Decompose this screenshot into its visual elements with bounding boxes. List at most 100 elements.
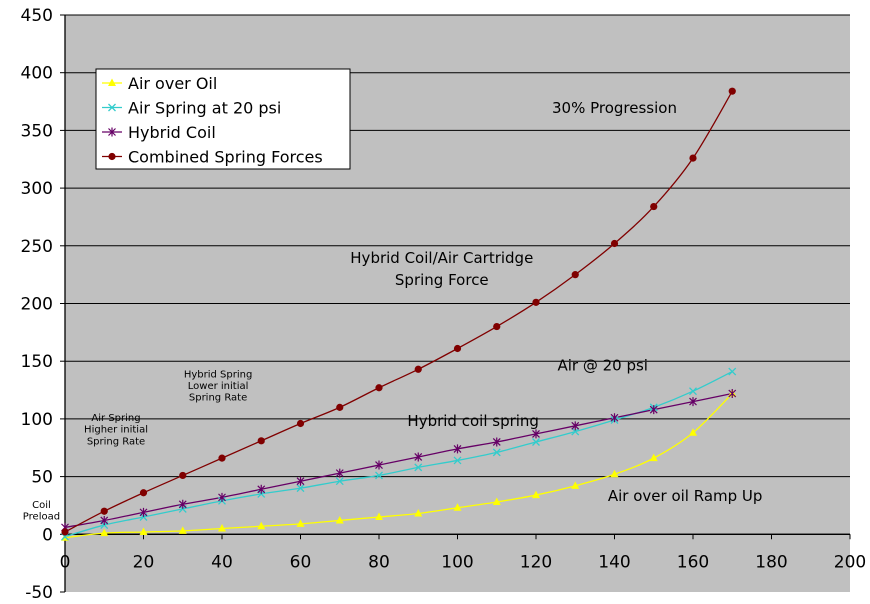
legend-item-air-spring-at-20-psi: Air Spring at 20 psi [102,99,281,118]
annotation-hybrid-coil-spring: Hybrid coil spring [407,412,539,430]
legend-label: Hybrid Coil [128,123,216,142]
x-tick-label: 160 [677,552,709,572]
data-point-hybrid-coil [610,413,619,423]
data-point-air-over-oil [139,527,148,535]
data-point-air-spring-at-20-psi [571,427,580,436]
data-point-combined-spring-forces [139,489,148,497]
annotation-progression: 30% Progression [552,99,677,117]
data-point-combined-spring-forces [571,271,579,279]
x-tick-label: 100 [441,552,473,572]
y-tick-label: -50 [25,583,53,603]
legend-box [95,68,351,170]
data-point-combined-spring-forces [414,365,422,373]
data-point-hybrid-coil [218,492,226,502]
data-point-hybrid-coil [689,397,697,407]
data-point-hybrid-coil [649,405,658,415]
data-point-combined-spring-forces [728,87,736,95]
data-point-air-spring-at-20-psi [375,471,383,480]
data-point-hybrid-coil [139,507,148,517]
legend-marker [108,103,116,112]
data-point-air-over-oil [610,469,619,478]
annotation-air-higher-3: Spring Rate [87,436,145,447]
data-point-air-spring-at-20-psi [414,463,423,472]
data-point-hybrid-coil [414,452,423,462]
x-tick-label: 200 [834,552,866,572]
data-point-air-over-oil [100,528,109,537]
data-point-combined-spring-forces [610,239,619,248]
annotations: 30% Progression Hybrid Coil/Air Cartridge… [23,99,763,522]
data-point-hybrid-coil [178,499,187,509]
data-point-combined-spring-forces [532,298,540,306]
data-point-combined-spring-forces [218,454,226,462]
legend-item-combined-spring-forces: Combined Spring Forces [102,148,323,167]
x-tick-label: 60 [290,552,312,572]
annotation-air-higher-1: Air Spring [91,413,140,424]
legend-marker [108,152,116,161]
y-tick-label: 450 [21,6,53,26]
data-point-hybrid-coil [375,460,383,470]
data-point-air-over-oil [218,524,226,532]
data-point-hybrid-coil [571,421,580,431]
data-point-air-over-oil [492,497,501,505]
data-point-air-over-oil [335,515,344,524]
data-point-air-spring-at-20-psi [492,448,501,457]
y-tick-label: 400 [21,64,53,84]
y-tick-label: 150 [21,352,53,372]
data-point-air-spring-at-20-psi [728,367,737,376]
data-point-hybrid-coil [296,476,305,486]
data-point-air-over-oil [689,428,697,436]
data-point-air-spring-at-20-psi [453,456,462,465]
data-point-combined-spring-forces [61,528,69,536]
y-tick-label: 200 [21,295,53,315]
annotation-hybrid-cartridge-line1: Hybrid Coil/Air Cartridge [350,249,533,267]
x-tick-label: 80 [368,552,390,572]
data-point-hybrid-coil [532,429,540,439]
x-axis-ticks: 0 20 40 60 80 100 120 140 160 180 200 [60,534,866,572]
series-markers [61,87,737,541]
annotation-coil-preload-2: Preload [23,511,60,522]
legend-item-air-over-oil: Air over Oil [102,74,217,93]
data-point-hybrid-coil [257,484,266,494]
data-point-combined-spring-forces [375,384,383,392]
legend-marker [108,78,116,86]
legend: Air over Oil Air Spring at 20 psi Hybrid C… [95,68,351,170]
legend-item-hybrid-coil: Hybrid Coil [102,123,216,142]
data-point-hybrid-coil [100,515,109,525]
x-tick-label: 120 [520,552,552,572]
data-point-air-over-oil [649,453,658,462]
legend-label: Air Spring at 20 psi [128,99,281,118]
data-point-combined-spring-forces [493,322,501,331]
y-tick-label: 350 [21,121,53,141]
data-point-combined-spring-forces [257,437,265,445]
data-point-combined-spring-forces [453,344,462,353]
data-point-air-spring-at-20-psi [296,484,305,493]
annotation-hybrid-lower-2: Lower initial [188,381,249,392]
data-point-combined-spring-forces [296,419,305,428]
annotation-hybrid-lower-1: Hybrid Spring [184,369,252,380]
y-tick-label: 300 [21,179,53,199]
data-point-combined-spring-forces [650,202,658,211]
data-point-combined-spring-forces [689,154,697,162]
data-point-combined-spring-forces [336,403,344,411]
series-line-air-over-oil [64,393,733,539]
x-tick-label: 180 [755,552,787,572]
data-point-air-over-oil [453,503,462,511]
data-point-air-spring-at-20-psi [689,387,697,396]
y-axis-ticks: -50 0 50 100 150 200 250 300 350 400 450 [21,6,65,603]
data-point-air-over-oil [532,490,540,499]
y-tick-label: 50 [31,468,53,488]
annotation-air-oil-ramp: Air over oil Ramp Up [608,487,763,505]
annotation-hybrid-cartridge-line2: Spring Force [395,271,489,289]
data-point-hybrid-coil [335,468,344,478]
legend-label: Air over Oil [128,74,217,93]
y-tick-label: 250 [21,237,53,257]
annotation-air-higher-2: Higher initial [84,425,148,436]
annotation-hybrid-lower-3: Spring Rate [189,392,247,403]
data-point-air-spring-at-20-psi [532,438,540,446]
data-point-air-over-oil [414,509,423,517]
data-point-air-over-oil [296,519,305,527]
legend-marker [108,127,116,137]
annotation-air20: Air @ 20 psi [557,356,648,374]
x-tick-label: 0 [60,552,71,572]
